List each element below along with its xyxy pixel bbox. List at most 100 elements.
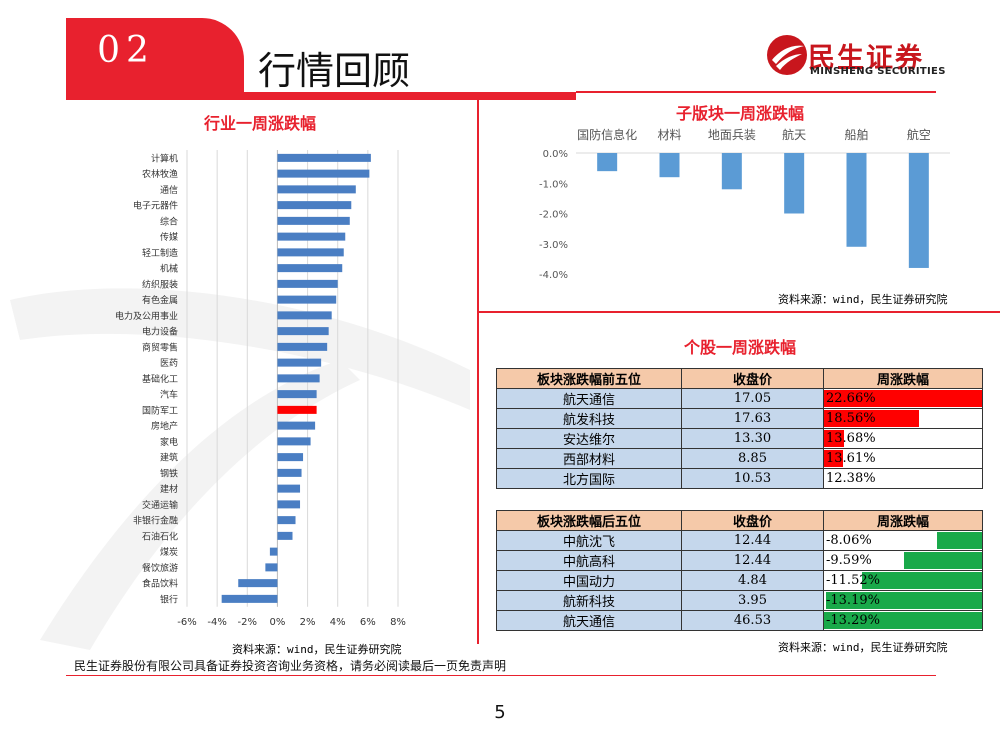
stock-name: 航新科技 — [496, 590, 682, 611]
bar-餐饮旅游 — [265, 563, 278, 572]
subsector-bar-chart: 0.0% -1.0% -2.0% -3.0% -4.0% 国防信息化 材料 地面兵装 航天 船舶 航… — [539, 127, 950, 281]
change-bar — [904, 552, 982, 569]
weekly-change: -13.19% — [823, 590, 983, 611]
change-bar — [862, 572, 982, 589]
weekly-change: 13.68% — [823, 428, 983, 449]
x-tick-label: 2% — [300, 617, 316, 628]
category-label: 农林牧渔 — [142, 168, 178, 180]
table-row: 航新科技 3.95 -13.19% — [496, 590, 983, 611]
bar-银行 — [221, 594, 278, 603]
category-label: 建材 — [160, 483, 178, 495]
x-tick-label: 0% — [269, 617, 285, 628]
bar-地面兵装 — [721, 153, 742, 190]
stock-name: 西部材料 — [496, 448, 682, 469]
category-label: 银行 — [160, 593, 178, 605]
x-tick-label: -6% — [177, 617, 196, 628]
category-label: 船舶 — [844, 127, 868, 142]
bar-航天 — [784, 153, 805, 214]
x-tick-label: -2% — [238, 617, 257, 628]
stock-name: 安达维尔 — [496, 428, 682, 449]
x-tick-label: 6% — [360, 617, 376, 628]
stock-name: 中航沈飞 — [496, 530, 682, 551]
bar-纺织服装 — [277, 279, 338, 288]
table-row: 航天通信 46.53 -13.29% — [496, 610, 983, 631]
table-header-row: 板块涨跌幅前五位 收盘价 周涨跌幅 — [496, 368, 983, 389]
close-price: 12.44 — [681, 530, 824, 551]
x-tick-label: 4% — [330, 617, 346, 628]
panel-divider-horizontal — [479, 311, 1000, 313]
change-bar — [824, 612, 982, 629]
bar-轻工制造 — [277, 248, 344, 257]
table-header-row: 板块涨跌幅后五位 收盘价 周涨跌幅 — [496, 510, 983, 531]
close-price: 13.30 — [681, 428, 824, 449]
category-label: 电力设备 — [142, 326, 178, 338]
bar-机械 — [277, 264, 343, 273]
bar-家电 — [277, 437, 311, 446]
bar-有色金属 — [277, 295, 337, 304]
change-text: 18.56% — [826, 411, 876, 426]
page-title: 行情回顾 — [258, 49, 411, 93]
category-label: 非银行金融 — [133, 515, 178, 527]
change-text: 13.68% — [826, 431, 876, 446]
category-label: 地面兵装 — [708, 128, 756, 142]
table-row: 航天通信 17.05 22.66% — [496, 388, 983, 409]
category-label: 食品饮料 — [142, 578, 178, 590]
bar-食品饮料 — [238, 579, 278, 588]
table-row: 中航沈飞 12.44 -8.06% — [496, 530, 983, 551]
stock-name: 航天通信 — [496, 388, 682, 409]
category-label: 通信 — [160, 184, 178, 196]
stocks-title: 个股一周涨跌幅 — [683, 338, 796, 357]
category-label: 国防军工 — [142, 404, 178, 416]
logo-name-cn: 民生证券 — [808, 43, 924, 74]
footer-line — [66, 675, 936, 676]
category-label: 钢铁 — [160, 467, 178, 479]
header-close: 收盘价 — [681, 510, 824, 531]
close-price: 3.95 — [681, 590, 824, 611]
change-bar — [824, 430, 844, 447]
bar-通信 — [277, 185, 356, 194]
category-label: 国防信息化 — [577, 127, 637, 142]
weekly-change: 12.38% — [823, 468, 983, 489]
category-label: 煤炭 — [160, 546, 178, 558]
bar-石油石化 — [277, 531, 293, 540]
close-price: 4.84 — [681, 570, 824, 591]
header-change: 周涨跌幅 — [823, 368, 983, 389]
change-text: 22.66% — [826, 391, 876, 406]
stock-name: 中航高科 — [496, 550, 682, 571]
bar-电力设备 — [277, 327, 329, 336]
bar-材料 — [659, 153, 680, 178]
y-tick-label: -3.0% — [539, 240, 568, 251]
industry-bar-chart: 计算机农林牧渔通信电子元器件综合传媒轻工制造机械纺织服装有色金属电力及公用事业电… — [115, 150, 406, 628]
bar-传媒 — [277, 232, 346, 241]
weekly-change: -9.59% — [823, 550, 983, 571]
change-text: -13.19% — [826, 593, 880, 608]
table-row: 中国动力 4.84 -11.52% — [496, 570, 983, 591]
close-price: 10.53 — [681, 468, 824, 489]
category-label: 航天 — [782, 127, 806, 142]
category-label: 交通运输 — [142, 499, 178, 511]
subsector-chart-title: 子版块一周涨跌幅 — [675, 104, 804, 123]
table-row: 航发科技 17.63 18.56% — [496, 408, 983, 429]
stock-name: 航发科技 — [496, 408, 682, 429]
bar-航空 — [908, 153, 929, 268]
y-tick-label: -2.0% — [539, 210, 568, 221]
category-label: 材料 — [657, 128, 681, 142]
bar-农林牧渔 — [277, 169, 370, 178]
weekly-change: 13.61% — [823, 448, 983, 469]
category-label: 医药 — [160, 358, 178, 369]
subsector-chart-source: 资料来源：wind，民生证券研究院 — [778, 293, 948, 306]
bar-非银行金融 — [277, 516, 296, 525]
category-label: 计算机 — [151, 152, 178, 164]
section-tab — [66, 18, 244, 100]
y-tick-label: -4.0% — [539, 270, 568, 281]
bar-建材 — [277, 484, 301, 493]
close-price: 12.44 — [681, 550, 824, 571]
bar-国防信息化 — [597, 153, 618, 172]
stock-name: 航天通信 — [496, 610, 682, 631]
close-price: 46.53 — [681, 610, 824, 631]
watermark-swoosh — [10, 288, 470, 650]
top-five-table: 板块涨跌幅前五位 收盘价 周涨跌幅 航天通信 17.05 22.66% 航发科技 17.… — [496, 368, 983, 489]
category-label: 电力及公用事业 — [115, 310, 178, 322]
bar-基础化工 — [277, 374, 320, 383]
industry-chart-source: 资料来源：wind，民生证券研究院 — [232, 643, 402, 656]
